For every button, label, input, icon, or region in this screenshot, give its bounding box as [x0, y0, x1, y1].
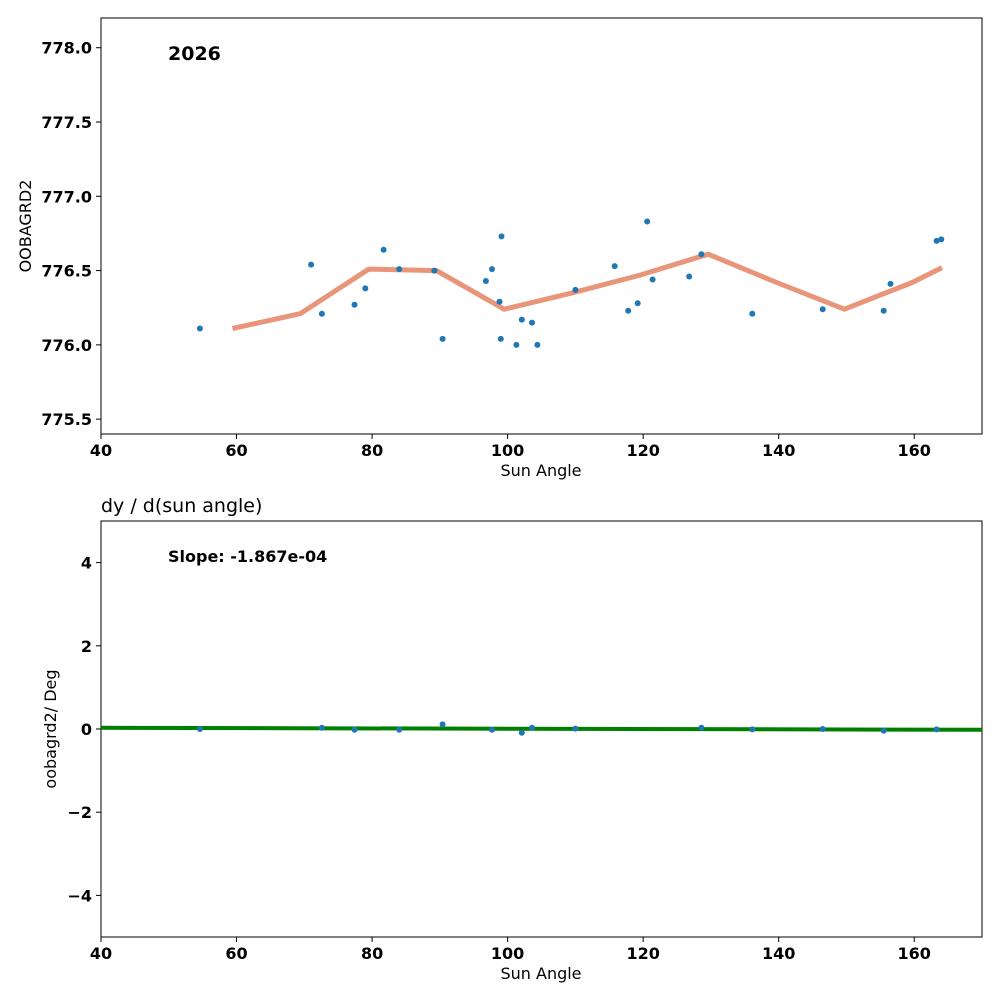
- bottom-plot-title: dy / d(sun angle): [101, 495, 262, 517]
- data-point: [649, 276, 656, 283]
- data-point: [634, 300, 641, 307]
- top-y-axis-label: OOBAGRD2: [16, 180, 35, 273]
- x-tick-label: 80: [361, 944, 383, 963]
- data-point: [572, 725, 579, 732]
- data-point: [572, 286, 579, 293]
- data-point: [698, 724, 705, 731]
- y-tick-label: 777.0: [41, 187, 92, 206]
- data-point: [611, 263, 618, 270]
- data-point: [644, 218, 651, 225]
- data-point: [518, 729, 525, 736]
- data-point: [431, 267, 438, 274]
- data-point: [529, 319, 535, 326]
- data-point: [749, 310, 756, 317]
- data-point: [880, 307, 887, 314]
- data-point: [887, 280, 894, 287]
- data-point: [880, 727, 887, 734]
- data-point: [196, 726, 203, 732]
- y-tick-label: 4: [81, 554, 92, 573]
- top-plot: 2026 Sun Angle OOBAGRD2 40 60 80 100 120 140 1…: [16, 17, 983, 480]
- data-point: [625, 307, 632, 314]
- x-tick-label: 140: [762, 441, 795, 460]
- top-plot-frame: [100, 17, 983, 435]
- data-point: [489, 266, 495, 273]
- x-tick-label: 80: [361, 441, 383, 460]
- data-point: [513, 341, 520, 348]
- top-x-axis-label: Sun Angle: [500, 461, 581, 480]
- data-point: [351, 726, 358, 733]
- data-point: [933, 237, 940, 244]
- data-point: [819, 726, 826, 732]
- data-point: [698, 251, 705, 258]
- trend-line: [231, 251, 944, 331]
- x-tick-label: 120: [626, 944, 659, 963]
- data-point: [351, 301, 358, 308]
- data-point: [439, 721, 446, 728]
- data-point: [196, 325, 203, 332]
- data-point: [308, 261, 315, 268]
- data-point: [380, 246, 387, 253]
- y-tick-label: 778.0: [41, 39, 92, 58]
- slope-annotation: Slope: -1.867e-04: [168, 547, 327, 566]
- x-tick-label: 60: [225, 944, 247, 963]
- x-tick-label: 40: [90, 944, 112, 963]
- data-point: [686, 273, 693, 280]
- data-point: [498, 233, 505, 240]
- data-point: [534, 341, 541, 348]
- slope-fit-line: [100, 725, 983, 732]
- y-tick-label: 777.5: [41, 113, 92, 132]
- y-tick-label: 776.5: [41, 262, 92, 281]
- x-tick-label: 60: [225, 441, 247, 460]
- data-point: [362, 285, 369, 292]
- data-point: [518, 316, 525, 323]
- x-tick-label: 100: [491, 441, 524, 460]
- data-point: [482, 278, 489, 284]
- data-point: [439, 335, 446, 342]
- data-point: [529, 724, 535, 731]
- data-point: [489, 726, 495, 733]
- y-tick-label: 776.0: [41, 336, 92, 355]
- x-tick-label: 140: [762, 944, 795, 963]
- data-point: [497, 335, 504, 342]
- x-tick-label: 100: [491, 944, 524, 963]
- x-tick-label: 160: [898, 441, 931, 460]
- data-point: [938, 236, 945, 243]
- x-tick-label: 160: [898, 944, 931, 963]
- data-point: [396, 266, 403, 273]
- y-tick-label: −2: [67, 803, 92, 822]
- bottom-y-axis-label: oobagrd2/ Deg: [41, 669, 60, 788]
- x-tick-label: 120: [626, 441, 659, 460]
- y-tick-label: 0: [81, 720, 92, 739]
- bottom-plot: dy / d(sun angle) Slope: -1.867e-04 Sun …: [41, 495, 983, 983]
- data-point: [318, 724, 325, 731]
- data-point: [819, 306, 826, 313]
- y-tick-label: 775.5: [41, 410, 92, 429]
- y-tick-label: −4: [67, 886, 92, 905]
- y-tick-label: 2: [81, 637, 92, 656]
- data-point: [318, 310, 325, 317]
- data-point: [396, 726, 403, 733]
- x-tick-label: 40: [90, 441, 112, 460]
- data-point: [496, 298, 503, 305]
- bottom-x-axis-label: Sun Angle: [500, 964, 581, 983]
- data-point: [933, 726, 940, 733]
- year-annotation: 2026: [168, 43, 221, 65]
- data-point: [749, 726, 756, 733]
